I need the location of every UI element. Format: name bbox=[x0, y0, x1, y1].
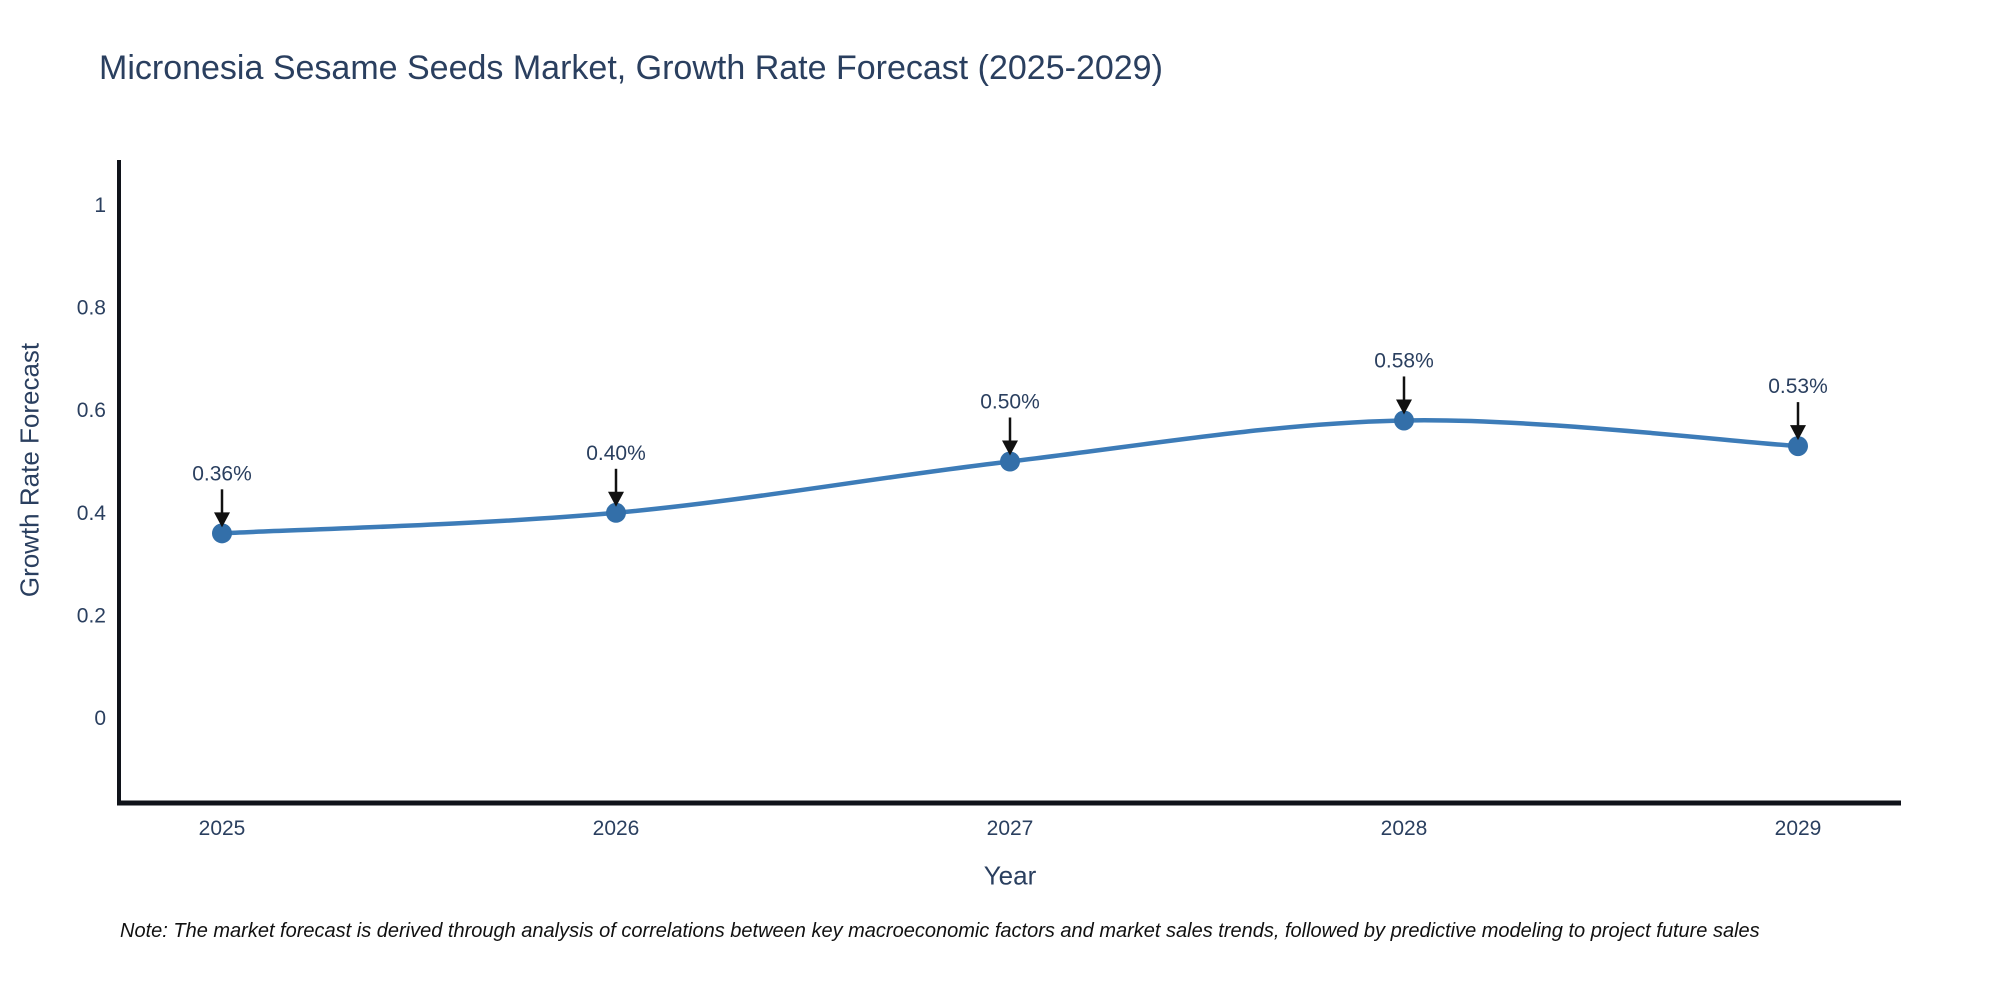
x-tick-label: 2027 bbox=[987, 817, 1034, 840]
data-point-marker-2028[interactable] bbox=[1394, 410, 1414, 431]
annotation-arrowhead-icon bbox=[608, 491, 624, 507]
y-tick-label: 0 bbox=[94, 707, 106, 730]
y-tick-label: 1 bbox=[94, 194, 106, 217]
y-tick-label: 0.6 bbox=[77, 399, 106, 422]
y-tick-label: 0.8 bbox=[77, 297, 106, 320]
data-point-marker-2026[interactable] bbox=[606, 502, 626, 523]
x-tick-label: 2028 bbox=[1381, 817, 1428, 840]
data-point-annotation: 0.58% bbox=[1374, 349, 1434, 372]
data-point-marker-2025[interactable] bbox=[212, 523, 232, 544]
y-tick-label: 0.4 bbox=[77, 502, 107, 525]
data-point-annotation: 0.53% bbox=[1768, 375, 1828, 398]
data-point-annotation: 0.50% bbox=[980, 391, 1040, 414]
x-tick-label: 2025 bbox=[199, 817, 246, 840]
forecast-methodology-note: Note: The market forecast is derived thr… bbox=[120, 920, 1760, 942]
annotation-arrowhead-icon bbox=[1002, 440, 1018, 456]
chart-title: Micronesia Sesame Seeds Market, Growth R… bbox=[99, 49, 1163, 87]
data-point-marker-2029[interactable] bbox=[1788, 436, 1808, 457]
data-point-marker-2027[interactable] bbox=[1000, 451, 1020, 472]
x-tick-label: 2029 bbox=[1775, 817, 1822, 840]
data-point-annotation: 0.36% bbox=[192, 462, 252, 485]
annotation-arrowhead-icon bbox=[1396, 399, 1412, 415]
annotation-arrowhead-icon bbox=[214, 512, 230, 528]
x-tick-label: 2026 bbox=[593, 817, 640, 840]
data-point-annotation: 0.40% bbox=[586, 442, 646, 465]
x-axis-title: Year bbox=[983, 860, 1037, 891]
annotation-arrowhead-icon bbox=[1790, 425, 1806, 441]
y-tick-label: 0.2 bbox=[77, 604, 106, 627]
